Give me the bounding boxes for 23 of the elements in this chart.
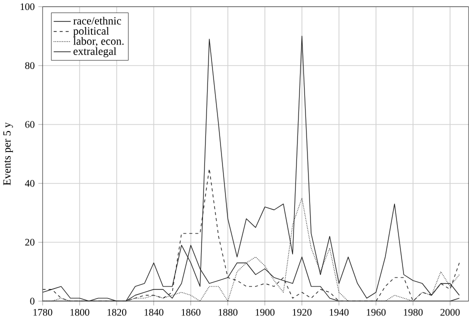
x-tick-label: 1860 xyxy=(182,308,200,316)
x-tick-label: 1820 xyxy=(108,308,126,316)
y-axis-title: Events per 5 y xyxy=(3,122,13,186)
x-tick-label: 2000 xyxy=(440,308,460,316)
y-tick-label: 20 xyxy=(25,238,34,246)
legend-label: political xyxy=(73,26,109,37)
y-tick-label: 60 xyxy=(25,121,34,128)
x-tick-label: 1900 xyxy=(256,308,274,316)
x-tick-label: 1840 xyxy=(144,308,164,316)
legend-label: race/ethnic xyxy=(73,16,122,25)
x-tick-label: 1800 xyxy=(70,308,90,316)
y-tick-label: 0 xyxy=(30,298,34,304)
y-tick-label: 40 xyxy=(24,180,34,187)
x-tick-label: 1940 xyxy=(330,308,349,316)
x-tick-label: 1880 xyxy=(218,308,238,316)
y-tick-label: 80 xyxy=(25,62,34,69)
x-tick-label: 1920 xyxy=(292,308,312,316)
legend-label: labor, econ. xyxy=(73,37,124,46)
legend-label: extralegal xyxy=(74,47,116,58)
x-tick-label: 1960 xyxy=(366,308,386,316)
x-tick-label: 1780 xyxy=(33,308,52,316)
y-tick-label: 100 xyxy=(20,3,34,10)
x-tick-label: 1980 xyxy=(404,308,423,316)
